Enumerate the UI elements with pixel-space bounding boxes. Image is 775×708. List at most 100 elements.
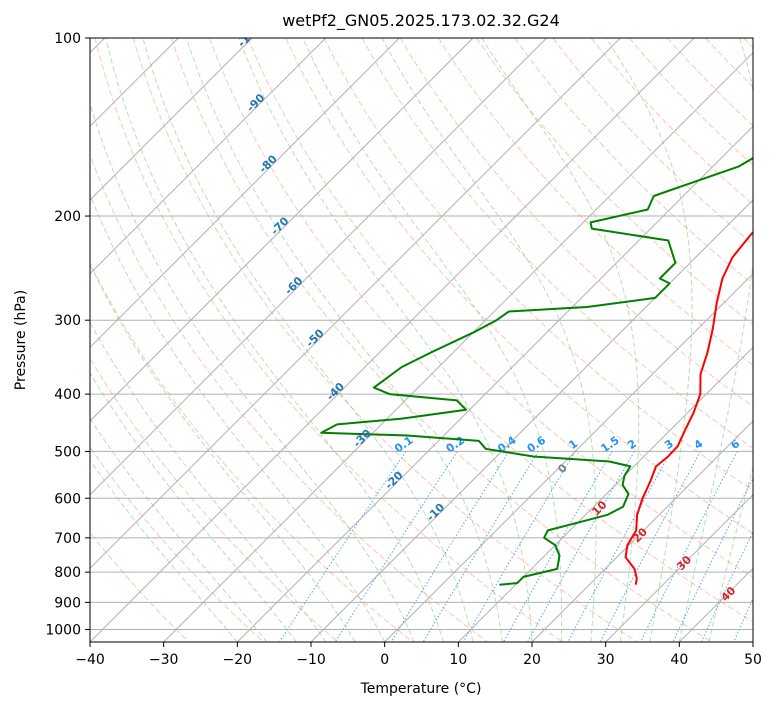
moist-adiabat-line bbox=[678, 38, 753, 642]
mixing-ratio-label: 0.6 bbox=[525, 433, 549, 455]
moist-adiabat-line bbox=[90, 372, 297, 642]
x-tick-label: −40 bbox=[75, 652, 105, 668]
isotherm-line bbox=[90, 38, 621, 570]
dry-adiabat-line bbox=[399, 38, 753, 408]
x-tick-label: −30 bbox=[149, 652, 179, 668]
moist-adiabat-line bbox=[708, 465, 753, 642]
x-tick-label: 10 bbox=[449, 652, 467, 668]
dry-adiabat-line bbox=[90, 531, 190, 642]
mixing-ratio-line bbox=[278, 451, 407, 642]
moist-adiabat-line bbox=[481, 38, 640, 642]
isotherm-line bbox=[457, 346, 753, 642]
y-axis: 1000 900 800 700 600 500 400 300 200 100 bbox=[45, 31, 90, 638]
dry-adiabat-line bbox=[437, 38, 753, 366]
y-tick-label: 900 bbox=[54, 595, 81, 611]
moist-adiabat-line bbox=[238, 38, 533, 642]
moist-adiabat-line bbox=[90, 459, 238, 642]
isotherm-label: -30 bbox=[351, 427, 374, 450]
dry-adiabat-label: 40 bbox=[718, 584, 738, 604]
moist-adiabat-line bbox=[90, 417, 268, 642]
isotherm-line bbox=[531, 420, 753, 642]
isotherm-line bbox=[90, 38, 548, 496]
isotherm-line bbox=[310, 199, 753, 642]
dry-adiabats bbox=[90, 38, 753, 642]
y-axis-label: Pressure (hPa) bbox=[13, 290, 29, 390]
dry-adiabat-line bbox=[743, 38, 753, 49]
x-tick-label: 0 bbox=[380, 652, 389, 668]
isotherm-label: -60 bbox=[282, 274, 305, 297]
x-tick-label: 50 bbox=[744, 652, 762, 668]
dry-adiabat-line bbox=[361, 38, 753, 449]
x-axis-label: Temperature (°C) bbox=[360, 681, 482, 697]
isotherm-line bbox=[605, 493, 753, 642]
isotherm-line bbox=[90, 38, 400, 349]
mixing-ratio-line bbox=[334, 451, 458, 642]
moist-adiabat-line bbox=[605, 38, 693, 642]
x-tick-label: 40 bbox=[670, 652, 688, 668]
mixing-ratio-label: 8 bbox=[758, 437, 772, 452]
mixing-ratio-line bbox=[599, 451, 701, 642]
moist-adiabat-line bbox=[302, 38, 563, 642]
pressure-gridlines bbox=[90, 38, 753, 630]
dry-adiabat-line bbox=[90, 261, 414, 642]
isotherm-line bbox=[752, 641, 753, 642]
isotherm-label: -80 bbox=[257, 152, 280, 175]
y-tick-label: 1000 bbox=[45, 622, 81, 638]
mixing-ratio-label: 0.2 bbox=[444, 434, 467, 456]
mixing-ratio-line bbox=[700, 530, 753, 642]
isotherm-line bbox=[384, 272, 753, 642]
mixing-ratio-label: 2 bbox=[625, 437, 639, 452]
isotherm-line bbox=[90, 38, 327, 275]
dry-adiabat-line bbox=[90, 153, 488, 642]
isotherm-label: -50 bbox=[303, 326, 326, 349]
isotherm-line bbox=[163, 51, 753, 642]
mixing-ratio-line bbox=[390, 451, 510, 642]
mixing-ratio-line bbox=[640, 451, 738, 642]
moist-adiabat-line bbox=[90, 321, 327, 642]
x-tick-label: −10 bbox=[296, 652, 326, 668]
chart-title: wetPf2_GN05.2025.173.02.32.G24 bbox=[282, 11, 560, 31]
dry-adiabat-line bbox=[209, 38, 753, 623]
dry-adiabat-line bbox=[247, 38, 753, 578]
moist-adiabat-line bbox=[105, 38, 445, 642]
y-tick-label: 700 bbox=[54, 531, 81, 547]
moist-adiabat-line bbox=[90, 193, 386, 642]
mixing-ratio-line bbox=[762, 451, 775, 642]
moist-adiabat-line bbox=[142, 38, 474, 642]
moist-adiabat-line bbox=[381, 38, 597, 642]
moist-adiabat-line bbox=[90, 263, 356, 642]
mixing-ratio-label: 1 bbox=[566, 437, 580, 452]
mixing-ratio-line bbox=[503, 451, 613, 642]
y-tick-label: 500 bbox=[54, 444, 81, 460]
x-tick-label: −20 bbox=[223, 652, 253, 668]
y-tick-label: 300 bbox=[54, 313, 81, 329]
moist-adiabat-line bbox=[186, 38, 503, 642]
moist-adiabats bbox=[90, 38, 753, 642]
y-tick-label: 400 bbox=[54, 387, 81, 403]
isotherms bbox=[90, 38, 753, 642]
y-tick-label: 600 bbox=[54, 491, 81, 507]
dry-adiabat-line bbox=[590, 38, 753, 206]
isotherm-line bbox=[90, 38, 253, 201]
isotherm-label: -100 bbox=[235, 21, 264, 50]
isotherm-line bbox=[678, 567, 753, 642]
dry-adiabat-line bbox=[90, 357, 339, 642]
plot-frame bbox=[89, 37, 754, 643]
isotherm-label: -70 bbox=[268, 214, 291, 237]
mixing-ratio-line bbox=[527, 451, 635, 642]
dry-adiabat-line bbox=[667, 38, 753, 127]
x-tick-label: 20 bbox=[523, 652, 541, 668]
x-axis: −40 −30 −20 −10 0 10 20 30 40 50 bbox=[75, 642, 762, 668]
x-tick-label: 30 bbox=[597, 652, 615, 668]
mixing-ratio-label: 4 bbox=[692, 437, 706, 452]
y-tick-label: 100 bbox=[54, 31, 81, 47]
dry-adiabat-line bbox=[94, 38, 563, 642]
isotherm-label: -40 bbox=[324, 380, 347, 403]
dry-adiabat-line bbox=[323, 38, 753, 492]
dewpoint-profile-line bbox=[320, 156, 753, 586]
dry-adiabat-line bbox=[90, 446, 264, 642]
isotherm-line bbox=[90, 38, 695, 642]
temperature-profile-line bbox=[624, 230, 753, 585]
isotherm-label: -10 bbox=[424, 500, 447, 523]
